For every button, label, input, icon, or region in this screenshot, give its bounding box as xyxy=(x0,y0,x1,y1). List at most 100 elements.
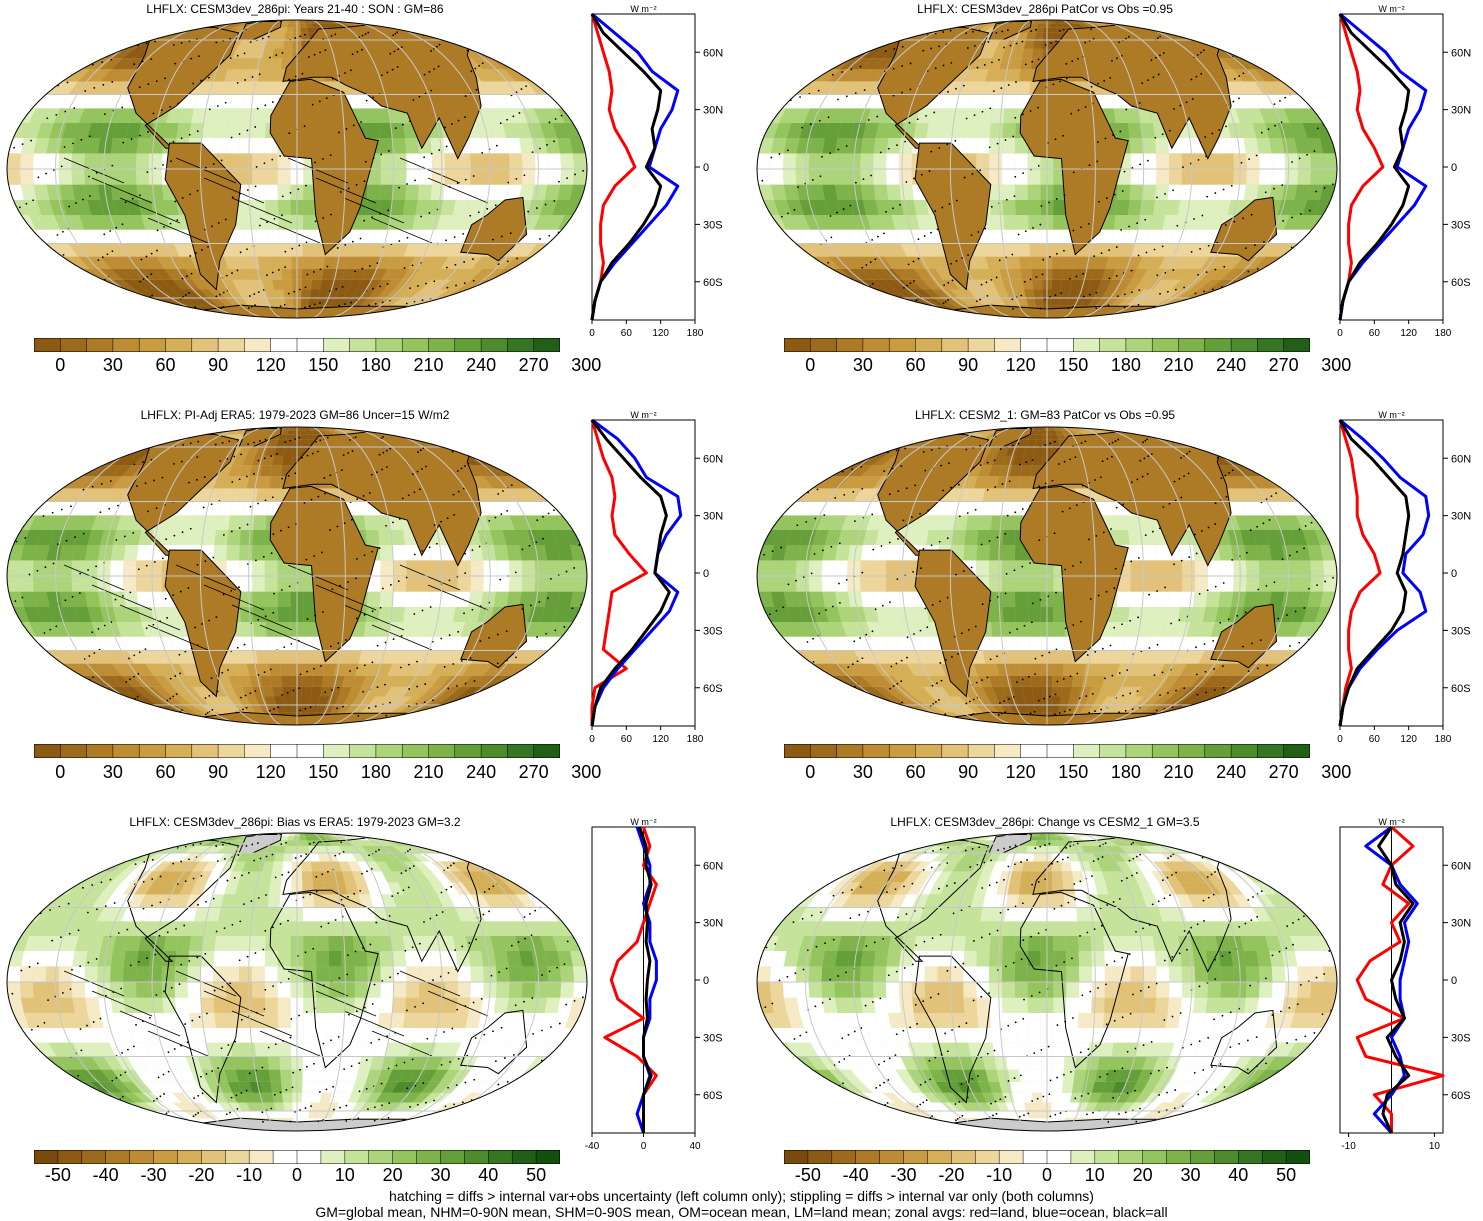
field-cell xyxy=(370,20,397,21)
field-cell xyxy=(860,268,883,280)
stipple-dot xyxy=(218,293,221,296)
field-cell xyxy=(193,94,210,109)
field-cell xyxy=(490,94,510,109)
field-cell xyxy=(470,560,484,576)
field-cell xyxy=(848,39,875,49)
field-cell xyxy=(232,279,247,290)
field-cell xyxy=(471,675,494,687)
field-cell xyxy=(1052,243,1065,257)
field-cell xyxy=(100,476,122,489)
stipple-dot xyxy=(102,83,105,86)
stipple-dot xyxy=(1260,131,1263,134)
stipple-dot xyxy=(892,207,894,210)
field-cell xyxy=(457,169,471,185)
field-cell xyxy=(1137,20,1163,24)
field-cell xyxy=(250,705,264,713)
field-cell xyxy=(368,298,386,306)
field-cell xyxy=(1061,268,1074,280)
field-cell xyxy=(922,289,942,299)
field-cell xyxy=(91,515,109,530)
stipple-dot xyxy=(827,116,830,119)
field-cell xyxy=(930,23,954,28)
field-cell xyxy=(407,430,433,435)
field-cell xyxy=(41,515,61,530)
field-cell xyxy=(573,576,587,592)
stipple-dot xyxy=(344,72,346,74)
stipple-dot xyxy=(456,182,459,185)
stipple-dot xyxy=(1125,108,1128,111)
stipple-dot xyxy=(1068,277,1071,280)
field-cell xyxy=(832,279,858,290)
stipple-dot xyxy=(356,51,359,53)
stipple-dot xyxy=(895,34,898,37)
field-cell xyxy=(1171,279,1192,290)
stipple-dot xyxy=(406,236,409,239)
stipple-dot xyxy=(842,208,845,210)
field-cell xyxy=(1284,153,1299,169)
field-cell xyxy=(947,317,974,318)
stipple-dot xyxy=(351,53,354,56)
stipple-dot xyxy=(344,303,346,306)
field-cell xyxy=(573,153,587,169)
field-cell xyxy=(436,622,453,637)
field-cell xyxy=(322,20,334,24)
field-cell xyxy=(67,69,90,82)
field-cell xyxy=(288,20,295,24)
field-cell xyxy=(318,289,330,299)
field-cell xyxy=(414,298,436,306)
stipple-dot xyxy=(1115,246,1118,248)
field-cell xyxy=(339,23,354,28)
field-cell xyxy=(1198,243,1217,257)
field-cell xyxy=(994,243,1008,257)
field-cell xyxy=(1152,199,1168,216)
field-cell xyxy=(317,427,329,431)
field-cell xyxy=(244,488,258,502)
field-cell xyxy=(378,20,402,24)
field-cell xyxy=(791,108,811,123)
field-cell xyxy=(1141,268,1159,280)
stipple-dot xyxy=(352,124,355,127)
field-cell xyxy=(435,696,459,706)
panel-title: LHFLX: CESM2_1: GM=83 PatCor vs Obs =0.9… xyxy=(914,408,1176,422)
field-cell xyxy=(107,32,135,40)
stipple-dot xyxy=(1195,75,1198,78)
stipple-dot xyxy=(47,87,50,90)
field-cell xyxy=(166,515,182,530)
stipple-dot xyxy=(306,273,309,276)
field-cell xyxy=(478,501,498,516)
field-cell xyxy=(384,279,402,290)
field-cell xyxy=(1259,108,1278,123)
field-cell xyxy=(275,32,286,40)
field-cell xyxy=(1194,169,1209,185)
stipple-dot xyxy=(1274,124,1276,127)
field-cell xyxy=(345,20,365,21)
field-cell xyxy=(203,515,219,530)
field-cell xyxy=(1014,184,1028,200)
field-cell xyxy=(1015,215,1029,230)
field-cell xyxy=(122,279,145,290)
stipple-dot xyxy=(1062,134,1065,137)
field-cell xyxy=(359,317,383,318)
stipple-dot xyxy=(1084,41,1087,44)
field-cell xyxy=(977,289,993,299)
field-cell xyxy=(252,138,266,154)
stipple-dot xyxy=(1050,42,1052,44)
field-cell xyxy=(1070,279,1082,290)
field-cell xyxy=(379,184,394,200)
stipple-dot xyxy=(324,49,327,52)
field-cell xyxy=(264,289,276,299)
stipple-dot xyxy=(464,116,467,118)
field-cell xyxy=(1088,317,1106,318)
field-cell xyxy=(928,108,944,123)
field-cell xyxy=(925,314,952,318)
field-cell xyxy=(84,229,104,244)
field-cell xyxy=(931,289,951,299)
field-cell xyxy=(116,215,134,230)
stipple-dot xyxy=(194,306,197,309)
field-cell xyxy=(374,20,402,21)
stipple-dot xyxy=(464,95,467,97)
field-cell xyxy=(828,215,847,230)
field-cell xyxy=(36,501,57,516)
field-cell xyxy=(1124,317,1152,318)
stipple-dot xyxy=(1223,265,1226,268)
